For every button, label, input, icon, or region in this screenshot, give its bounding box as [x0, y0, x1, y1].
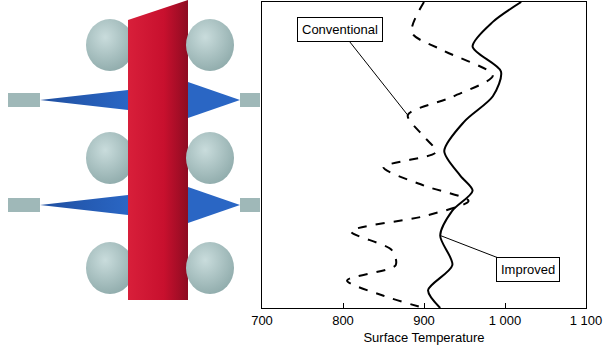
- svg-text:900: 900: [413, 313, 435, 328]
- svg-text:800: 800: [332, 313, 354, 328]
- svg-text:1 100: 1 100: [570, 313, 603, 328]
- svg-text:1 000: 1 000: [489, 313, 522, 328]
- svg-text:Conventional: Conventional: [302, 22, 378, 37]
- svg-text:700: 700: [251, 313, 273, 328]
- svg-text:Surface Temperature: Surface Temperature: [363, 330, 484, 345]
- svg-text:Improved: Improved: [501, 262, 555, 277]
